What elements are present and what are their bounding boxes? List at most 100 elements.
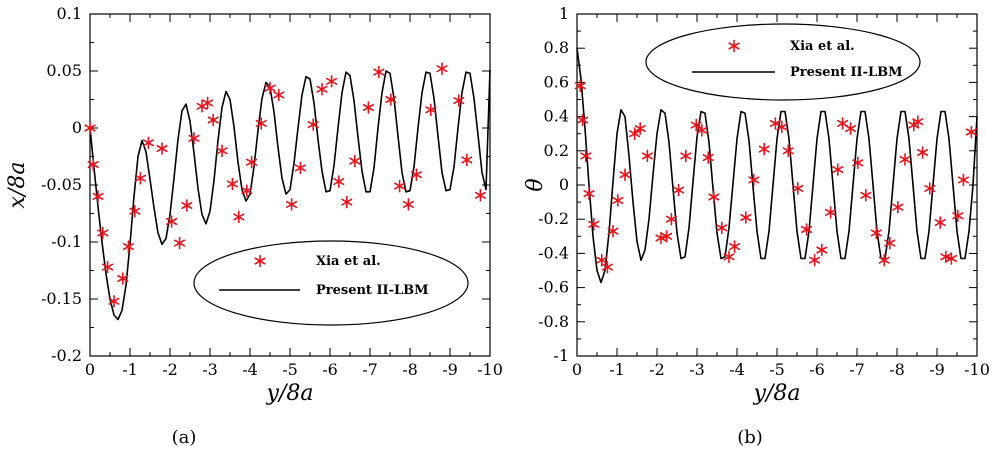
data-point-marker [801, 223, 813, 236]
data-point-marker [436, 62, 448, 75]
x-tick-label: 0 [85, 360, 95, 379]
chart-panel-b: 0 -1 -2 -3 -4 -5 -6 -7 -8 -9 -1010.80.60.40.20-0.2… [523, 4, 990, 448]
data-point-marker [892, 200, 904, 214]
x-tick-label: -4 [242, 360, 258, 379]
data-point-marker [952, 209, 964, 223]
legend-label-xia: Xia et al. [790, 39, 855, 54]
data-point-marker [673, 183, 685, 197]
data-point-marker [207, 113, 219, 127]
data-point-marker [619, 168, 631, 181]
x-axis-title: y/8a [753, 381, 801, 406]
data-point-marker [122, 240, 134, 253]
data-point-marker [102, 260, 114, 274]
y-tick-label: 0.8 [544, 38, 569, 57]
y-tick-label: -0.4 [538, 243, 569, 262]
legend-marker-xia [254, 254, 266, 268]
data-point-marker [758, 142, 770, 156]
panel-caption: (a) [172, 427, 197, 448]
data-point-marker [924, 182, 936, 195]
data-point-marker [782, 144, 794, 158]
data-point-marker [680, 149, 692, 163]
data-point-marker [453, 94, 465, 107]
data-point-marker [661, 230, 673, 243]
y-tick-label: -1 [553, 346, 569, 365]
data-point-marker [690, 118, 702, 132]
y-axis-title: θ [523, 178, 548, 191]
data-point-marker [286, 198, 298, 211]
data-point-marker [341, 195, 353, 209]
legend-marker-xia [728, 39, 740, 53]
x-tick-label: -7 [362, 360, 378, 379]
x-tick-label: -7 [849, 360, 865, 379]
data-point-marker [233, 210, 245, 224]
data-point-marker [601, 260, 613, 274]
y-axis-title: x/8a [5, 162, 30, 209]
data-point-marker [708, 190, 720, 204]
data-point-marker [940, 250, 952, 264]
data-point-marker [202, 96, 214, 110]
data-point-marker [723, 250, 735, 264]
data-point-marker [226, 177, 238, 191]
data-point-marker [809, 253, 821, 267]
data-point-marker [917, 146, 929, 159]
data-point-marker [84, 121, 96, 135]
data-point-marker [246, 155, 258, 169]
x-tick-label: -6 [809, 360, 825, 379]
y-tick-label: 0 [72, 118, 82, 137]
data-point-marker [696, 124, 708, 137]
data-point-marker [816, 243, 828, 257]
y-tick-label: 0 [559, 175, 569, 194]
data-point-marker [852, 156, 864, 170]
data-point-marker [362, 101, 374, 114]
data-point-marker [825, 206, 837, 219]
data-point-marker [92, 190, 104, 203]
y-tick-label: 0.2 [544, 141, 569, 160]
data-point-marker [860, 189, 872, 202]
data-point-marker [349, 154, 361, 168]
data-point-marker [273, 88, 285, 102]
data-point-marker [574, 79, 586, 93]
y-tick-label: 0.05 [46, 61, 82, 80]
data-point-marker [580, 149, 592, 163]
data-point-marker [87, 158, 99, 171]
data-point-marker [156, 142, 168, 155]
data-point-marker [385, 93, 397, 106]
data-point-marker [108, 294, 120, 308]
data-point-marker [716, 221, 728, 235]
data-point-marker [264, 81, 276, 95]
x-tick-label: -2 [162, 360, 178, 379]
data-point-marker [474, 189, 486, 202]
data-point-marker [884, 236, 896, 250]
x-tick-label: -5 [282, 360, 298, 379]
data-point-marker [216, 144, 228, 158]
data-point-marker [832, 163, 844, 176]
data-point-marker [965, 125, 977, 139]
data-point-marker [740, 211, 752, 224]
data-point-marker [241, 184, 253, 197]
data-point-marker [333, 175, 345, 188]
data-point-marker [908, 118, 920, 132]
data-point-marker [188, 132, 200, 145]
data-point-marker [665, 212, 677, 226]
x-tick-label: -8 [402, 360, 418, 379]
x-tick-label: -4 [729, 360, 745, 379]
y-tick-label: 0.1 [57, 4, 82, 23]
data-point-marker [410, 168, 422, 181]
data-point-marker [729, 240, 741, 253]
data-point-marker [117, 272, 129, 285]
data-point-marker [316, 82, 328, 96]
x-tick-label: -1 [122, 360, 138, 379]
data-point-marker [934, 216, 946, 229]
data-point-marker [425, 103, 437, 117]
data-point-marker [607, 224, 619, 238]
legend-label-xia: Xia et al. [316, 254, 381, 269]
data-point-marker [166, 215, 178, 228]
data-point-marker [776, 120, 788, 134]
x-tick-label: 0 [572, 360, 582, 379]
x-axis-title: y/8a [266, 381, 314, 406]
data-point-marker [294, 161, 306, 175]
data-point-marker [174, 236, 186, 250]
data-point-marker [641, 149, 653, 163]
x-tick-label: -5 [769, 360, 785, 379]
